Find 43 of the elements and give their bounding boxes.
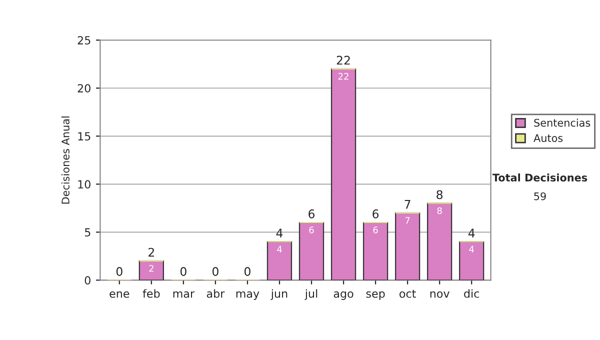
total-label: 4: [276, 228, 283, 238]
x-tick-label: jun: [270, 289, 288, 300]
data-label: 6: [373, 226, 378, 234]
data-label: 8: [437, 207, 442, 214]
y-axis-title: Decisiones Anual: [61, 116, 70, 204]
total-label: 4: [468, 228, 475, 238]
x-tick-label: may: [236, 291, 260, 300]
y-tick-label: 20: [78, 84, 90, 93]
data-label: 4: [469, 246, 474, 252]
text: Total Decisiones: [492, 173, 588, 182]
data-label: 4: [277, 246, 282, 252]
x-tick-label: nov: [430, 291, 450, 298]
x-tick-label: mar: [173, 291, 195, 298]
total-label: 0: [116, 267, 122, 276]
total-label: 7: [404, 200, 410, 209]
data-label: 6: [309, 226, 314, 234]
total-label: 8: [436, 190, 443, 200]
x-tick-label: abr: [206, 289, 225, 298]
y-tick-label: 5: [84, 228, 90, 237]
total-label: 0: [180, 267, 186, 276]
data-label: 2: [149, 264, 154, 272]
x-tick-label: ago: [334, 291, 354, 300]
y-tick-label: 25: [78, 36, 90, 44]
x-tick-label: jul: [304, 289, 318, 300]
total-label: 6: [372, 209, 379, 218]
y-tick-label: 10: [78, 180, 90, 189]
x-tick-label: sep: [366, 291, 385, 300]
data-label: 7: [405, 217, 410, 224]
y-tick-label: 0: [84, 276, 90, 285]
total-label: 22: [336, 56, 350, 65]
text: 59: [534, 192, 546, 200]
legend-label: Autos: [534, 134, 563, 142]
total-label: 2: [148, 248, 154, 257]
x-tick-label: ene: [110, 291, 130, 298]
x-tick-label: dic: [464, 289, 480, 298]
total-label: 0: [212, 267, 218, 276]
legend-label: Sentencias: [534, 118, 590, 127]
x-tick-label: oct: [400, 290, 416, 298]
y-tick-label: 15: [78, 132, 90, 141]
data-label: 22: [338, 72, 348, 80]
total-label: 0: [244, 267, 250, 276]
total-label: 6: [308, 209, 315, 218]
x-tick-label: feb: [142, 289, 160, 298]
